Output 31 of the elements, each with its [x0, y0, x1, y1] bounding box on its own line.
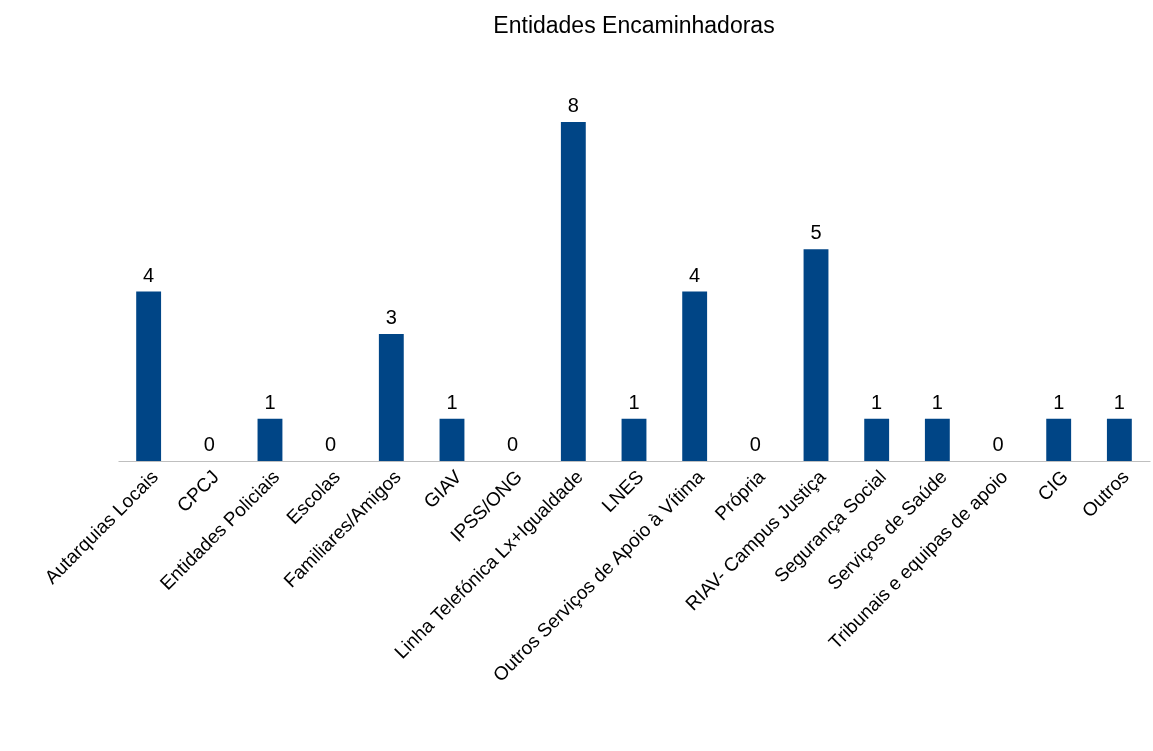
chart-title: Entidades Encaminhadoras [493, 12, 775, 38]
data-label: 0 [992, 433, 1004, 455]
data-label: 1 [628, 390, 640, 413]
data-label: 1 [1053, 390, 1065, 413]
bar [621, 418, 647, 461]
bar [864, 418, 890, 461]
bar [924, 418, 950, 461]
data-label: 1 [931, 390, 943, 413]
data-label: 0 [325, 433, 337, 455]
bar [257, 418, 283, 461]
data-label: 1 [446, 390, 458, 413]
data-label: 3 [385, 305, 397, 328]
x-tick-label: CIG [1033, 466, 1073, 505]
data-label: 1 [871, 390, 883, 413]
data-label: 1 [1113, 390, 1125, 413]
bar [136, 291, 162, 461]
bar [439, 418, 465, 461]
data-label: 0 [203, 433, 215, 455]
data-label: 0 [749, 433, 761, 455]
data-label: 5 [810, 221, 822, 244]
bar [560, 122, 586, 461]
data-label: 1 [264, 390, 276, 413]
data-label: 8 [567, 94, 579, 116]
bar [378, 333, 404, 461]
bar [682, 291, 708, 461]
data-label: 4 [143, 263, 155, 286]
bar [1106, 418, 1132, 461]
data-label: 0 [507, 433, 519, 455]
data-label: 4 [689, 263, 701, 286]
bar [803, 249, 829, 461]
bar [1046, 418, 1072, 461]
